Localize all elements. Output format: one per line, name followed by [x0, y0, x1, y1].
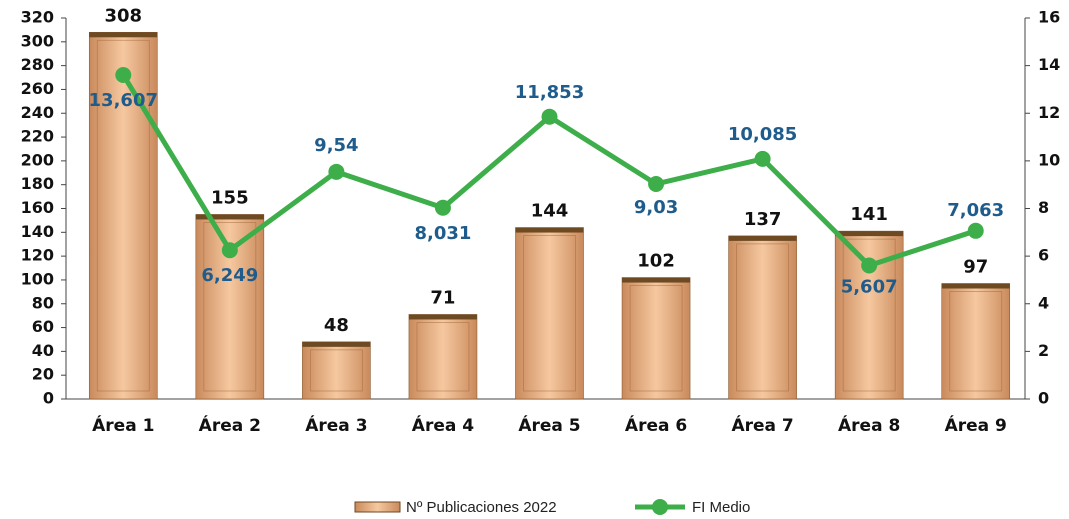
- x-tick-label: Área 6: [625, 414, 687, 436]
- bar-top: [89, 32, 158, 38]
- x-tick-label: Área 2: [199, 414, 261, 436]
- line-point: [434, 199, 451, 216]
- bar-top: [515, 227, 584, 233]
- legend-marker: [652, 499, 668, 515]
- y2-tick-label: 8: [1038, 198, 1049, 217]
- bar: [195, 214, 265, 400]
- line-point: [221, 242, 238, 259]
- x-tick-label: Área 4: [412, 414, 474, 436]
- bar-label: 144: [531, 201, 569, 222]
- y-tick-label: 220: [21, 127, 54, 146]
- y-tick-label: 80: [32, 293, 54, 312]
- line-point: [541, 108, 558, 125]
- y-tick-label: 40: [32, 341, 54, 360]
- y2-tick-label: 14: [1038, 55, 1060, 74]
- bar-bevel: [629, 285, 683, 392]
- line-point: [754, 150, 771, 167]
- y-tick-label: 300: [21, 31, 54, 50]
- x-tick-label: Área 5: [518, 414, 580, 436]
- y-tick-label: 0: [43, 389, 54, 408]
- line-label: 10,085: [728, 124, 797, 145]
- y2-tick-label: 10: [1038, 150, 1060, 169]
- bar-label: 137: [744, 209, 782, 230]
- line-label: 9,03: [634, 197, 678, 218]
- legend-label: Nº Publicaciones 2022: [406, 499, 557, 516]
- line-label: 8,031: [414, 223, 471, 244]
- bar-label: 308: [104, 5, 142, 26]
- bar-bevel: [842, 238, 896, 392]
- legend-label: FI Medio: [692, 499, 750, 516]
- bar: [88, 31, 158, 400]
- line-point: [648, 175, 665, 192]
- y2-tick-label: 16: [1038, 8, 1060, 27]
- y-tick-label: 320: [21, 8, 54, 27]
- bar-label: 48: [324, 315, 349, 336]
- x-tick-label: Área 8: [838, 414, 900, 436]
- line-point: [328, 163, 345, 180]
- line-label: 5,607: [841, 276, 898, 297]
- bar: [408, 314, 478, 400]
- y-tick-label: 160: [21, 198, 54, 217]
- bar: [515, 227, 584, 400]
- line-label: 9,54: [314, 135, 358, 156]
- x-tick-label: Área 7: [731, 414, 793, 436]
- bar-top: [835, 231, 904, 237]
- bar-label: 141: [850, 204, 888, 225]
- y2-tick-label: 0: [1038, 389, 1049, 408]
- line-point: [861, 257, 878, 274]
- bar: [728, 235, 797, 400]
- bar-label: 102: [637, 251, 675, 272]
- y2-tick-label: 12: [1038, 103, 1060, 122]
- bar: [941, 283, 1011, 400]
- line-label: 11,853: [515, 82, 584, 103]
- y2-tick-label: 2: [1038, 341, 1049, 360]
- bar-top: [622, 277, 691, 283]
- y2-tick-label: 4: [1038, 293, 1049, 312]
- y-tick-label: 280: [21, 55, 54, 74]
- bar: [302, 341, 371, 400]
- bar-top: [408, 314, 477, 320]
- y2-tick-label: 6: [1038, 246, 1049, 265]
- y-tick-label: 260: [21, 79, 54, 98]
- bar-bevel: [416, 322, 470, 392]
- x-tick-label: Área 9: [945, 414, 1007, 436]
- y-tick-label: 240: [21, 103, 54, 122]
- legend-swatch: [354, 501, 401, 513]
- bar-label: 71: [430, 287, 455, 308]
- y-tick-label: 100: [21, 269, 54, 288]
- bar: [621, 277, 691, 400]
- y-tick-label: 120: [21, 246, 54, 265]
- y-tick-label: 140: [21, 222, 54, 241]
- bar-bevel: [949, 291, 1003, 392]
- bar-bevel: [309, 349, 363, 392]
- bar-label: 97: [963, 257, 988, 278]
- x-tick-label: Área 1: [92, 414, 154, 436]
- bar-top: [195, 214, 264, 220]
- bar-bevel: [203, 222, 257, 392]
- y-tick-label: 180: [21, 174, 54, 193]
- line-point: [115, 66, 132, 83]
- line-label: 6,249: [201, 265, 258, 286]
- y-tick-label: 60: [32, 317, 54, 336]
- bar-top: [941, 283, 1010, 289]
- x-tick-label: Área 3: [305, 414, 367, 436]
- line-label: 13,607: [89, 90, 158, 111]
- bar-bevel: [736, 243, 790, 392]
- bar-bevel: [96, 39, 150, 392]
- y-tick-label: 200: [21, 150, 54, 169]
- line-point: [967, 222, 984, 239]
- bar-bevel: [523, 235, 576, 392]
- y-tick-label: 20: [32, 365, 54, 384]
- bar-label: 155: [211, 187, 249, 208]
- bar-top: [728, 235, 797, 241]
- bar-top: [302, 341, 371, 347]
- line-label: 7,063: [947, 200, 1004, 221]
